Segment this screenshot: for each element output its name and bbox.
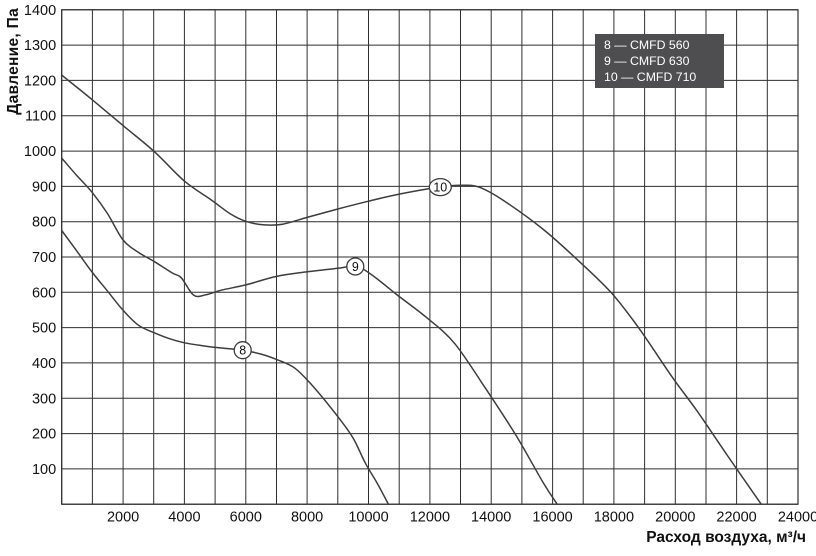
- curve-marker-10: [428, 177, 452, 197]
- curve-marker-label-10: 10: [433, 180, 447, 194]
- curve-marker-8: [233, 341, 252, 360]
- x-tick-label: 4000: [168, 510, 200, 526]
- y-tick-label: 500: [32, 321, 56, 337]
- y-tick-label: 700: [32, 250, 56, 266]
- curve-cmfd-710: [60, 74, 762, 505]
- y-tick-label: 400: [32, 356, 56, 372]
- curve-cmfd-630: [60, 157, 558, 505]
- y-tick-label: 100: [32, 462, 56, 478]
- y-tick-label: 800: [32, 215, 56, 231]
- x-tick-label: 2000: [107, 510, 139, 526]
- y-tick-label: 1400: [24, 3, 56, 19]
- legend: 8 — CMFD 560 9 — CMFD 630 10 — CMFD 710: [595, 34, 724, 88]
- y-tick-label: 1300: [24, 38, 56, 54]
- legend-item-cmfd-630: 9 — CMFD 630: [604, 54, 690, 69]
- legend-item-cmfd-710: 10 — CMFD 710: [604, 70, 697, 85]
- x-tick-label: 6000: [230, 510, 262, 526]
- x-axis-title: Расход воздуха, м³/ч: [646, 529, 806, 546]
- y-axis-title: Давление, Па: [5, 8, 22, 115]
- y-tick-label: 300: [32, 391, 56, 407]
- y-tick-label: 1000: [24, 144, 56, 160]
- y-tick-label: 200: [32, 427, 56, 443]
- x-tick-label: 24000: [778, 510, 816, 526]
- legend-item-cmfd-560: 8 — CMFD 560: [604, 38, 690, 52]
- plot-border: [61, 9, 799, 505]
- curve-marker-9: [346, 257, 365, 276]
- y-tick-label: 600: [32, 285, 56, 301]
- x-tick-label: 12000: [410, 510, 450, 526]
- curve-marker-label-8: 8: [239, 344, 246, 358]
- x-tick-label: 18000: [594, 510, 634, 526]
- y-tick-label: 1100: [25, 109, 56, 125]
- x-tick-label: 16000: [532, 510, 572, 526]
- y-tick-label: 1200: [24, 73, 56, 89]
- curve-cmfd-560: [60, 229, 390, 505]
- x-tick-label: 14000: [471, 510, 511, 526]
- curve-marker-label-9: 9: [352, 260, 359, 274]
- x-tick-label: 10000: [348, 510, 388, 526]
- x-tick-label: 20000: [655, 510, 695, 526]
- y-tick-label: 900: [32, 179, 56, 195]
- x-tick-label: 22000: [716, 510, 756, 526]
- x-tick-label: 8000: [291, 510, 323, 526]
